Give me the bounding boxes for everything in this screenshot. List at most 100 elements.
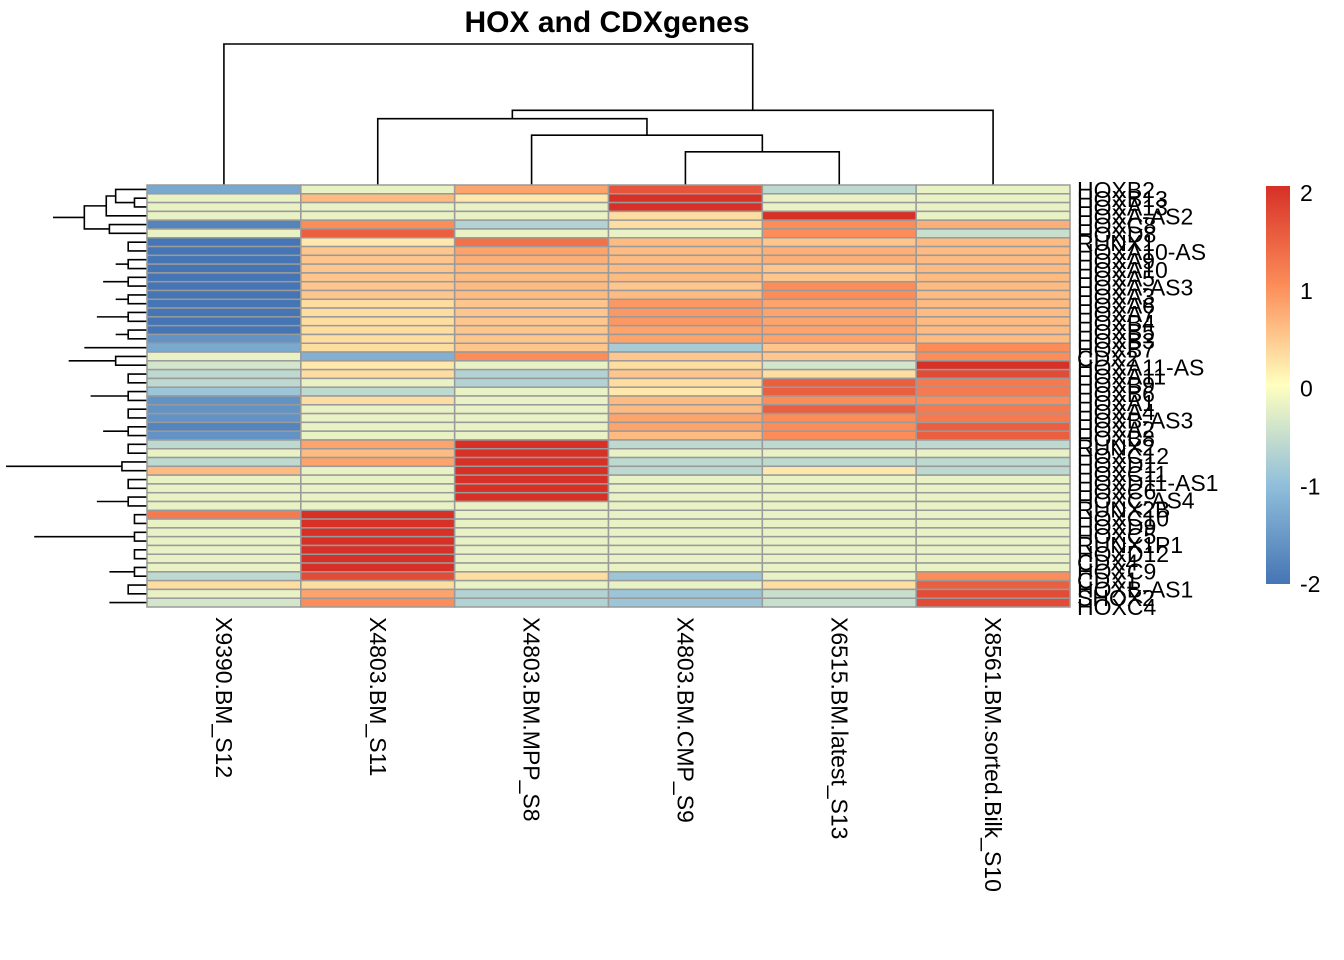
heatmap-cell: [300, 342, 456, 353]
heatmap-cell: [146, 342, 302, 353]
heatmap-cell: [761, 219, 917, 230]
heatmap-cell: [453, 395, 610, 406]
heatmap-cell: [761, 562, 917, 573]
heatmap-cell: [300, 280, 456, 292]
heatmap-cell: [300, 544, 456, 556]
heatmap-cell: [607, 351, 764, 362]
heatmap-cell: [761, 588, 917, 599]
heatmap-cell: [915, 342, 1071, 353]
heatmap-cell: [915, 465, 1071, 476]
heatmap-cell: [300, 263, 456, 274]
heatmap-cell: [300, 509, 456, 520]
heatmap-cell: [146, 518, 302, 529]
row-label: HOXA4: [1077, 399, 1155, 425]
heatmap-cell: [453, 289, 610, 301]
row-label: HOXD12: [1077, 541, 1169, 567]
column-dendrogram-branch: [376, 117, 648, 185]
heatmap-cell: [915, 430, 1071, 441]
heatmap-cell: [761, 298, 917, 309]
row-dendrogram-branch: [105, 195, 147, 217]
heatmap-cell: [300, 518, 456, 529]
row-dendrogram-branch: [133, 566, 147, 578]
heatmap-cell: [453, 201, 610, 213]
row-dendrogram-branch: [127, 294, 147, 305]
row-label: HOXC6: [1077, 479, 1156, 505]
row-label: RUNX2: [1077, 434, 1155, 460]
heatmap-cell: [761, 254, 917, 265]
heatmap-cell: [761, 245, 917, 257]
heatmap-cell: [761, 483, 917, 494]
heatmap-cell: [300, 351, 456, 362]
heatmap-cell: [761, 491, 917, 503]
heatmap-cell: [146, 500, 302, 512]
row-dendrogram-branch: [127, 408, 147, 419]
heatmap-cell: [607, 544, 764, 556]
heatmap-cell: [915, 289, 1071, 301]
heatmap-cell: [915, 448, 1071, 459]
heatmap-cell: [453, 527, 610, 538]
heatmap-cell: [607, 272, 764, 283]
heatmap-cell: [300, 588, 456, 599]
heatmap-cell: [300, 219, 456, 230]
heatmap-cell: [607, 430, 764, 441]
row-dendrogram-branch: [127, 241, 147, 252]
heatmap-cell: [453, 245, 610, 257]
heatmap-cell: [915, 518, 1071, 529]
heatmap-cell: [453, 448, 610, 459]
row-label: HOXB2: [1077, 177, 1155, 203]
heatmap-cell: [915, 219, 1071, 230]
row-label: HOXC4: [1077, 594, 1156, 620]
heatmap-cell: [453, 544, 610, 556]
heatmap-cell: [915, 193, 1071, 204]
row-label: HOXC-AS4: [1077, 488, 1195, 514]
heatmap-cell: [607, 360, 764, 371]
row-label: HOXD1: [1077, 452, 1156, 478]
row-label: HOXC12: [1077, 443, 1169, 469]
row-label: HOXB5: [1077, 319, 1155, 345]
heatmap-cell: [915, 412, 1071, 424]
heatmap-cell: [453, 377, 610, 388]
heatmap-cell: [915, 307, 1071, 318]
heatmap-cell: [915, 500, 1071, 512]
heatmap-cell: [146, 289, 302, 301]
heatmap-cell: [761, 395, 917, 406]
heatmap-cell: [761, 535, 917, 547]
row-dendrogram-branch: [127, 425, 147, 437]
heatmap-cell: [915, 377, 1071, 388]
heatmap-cell: [607, 280, 764, 292]
heatmap-cell: [915, 474, 1071, 485]
heatmap-cell: [915, 360, 1071, 371]
heatmap-cell: [300, 254, 456, 265]
heatmap-cell: [146, 439, 302, 450]
heatmap-cell: [453, 210, 610, 221]
heatmap-cell: [915, 579, 1071, 591]
heatmap-cell: [300, 562, 456, 573]
heatmap-cell: [761, 263, 917, 274]
heatmap-cell: [607, 219, 764, 230]
heatmap-cell: [761, 237, 917, 248]
heatmap-cell: [915, 535, 1071, 547]
column-dendrogram-branch: [511, 109, 994, 185]
heatmap-cell: [761, 509, 917, 520]
heatmap-cell: [607, 395, 764, 406]
row-label: HOXA-AS2: [1077, 204, 1193, 230]
row-dendrogram-branch: [133, 549, 147, 560]
heatmap-cell: [761, 439, 917, 450]
heatmap-cell: [146, 544, 302, 556]
heatmap-cell: [146, 201, 302, 213]
heatmap-cell: [300, 500, 456, 512]
heatmap-cell: [300, 333, 456, 344]
heatmap-cell: [915, 553, 1071, 564]
heatmap-cell: [453, 571, 610, 582]
heatmap-cell: [146, 193, 302, 204]
legend-tick-label: -2: [1300, 571, 1320, 597]
heatmap-cell: [300, 483, 456, 494]
heatmap-cell: [915, 386, 1071, 397]
heatmap-cell: [146, 219, 302, 230]
row-dendrogram: [6, 189, 147, 604]
heatmap-cell: [146, 298, 302, 309]
heatmap-cell: [915, 184, 1071, 195]
heatmap-cell: [300, 360, 456, 371]
row-label: HOXC9: [1077, 559, 1156, 585]
heatmap-cell: [761, 412, 917, 424]
